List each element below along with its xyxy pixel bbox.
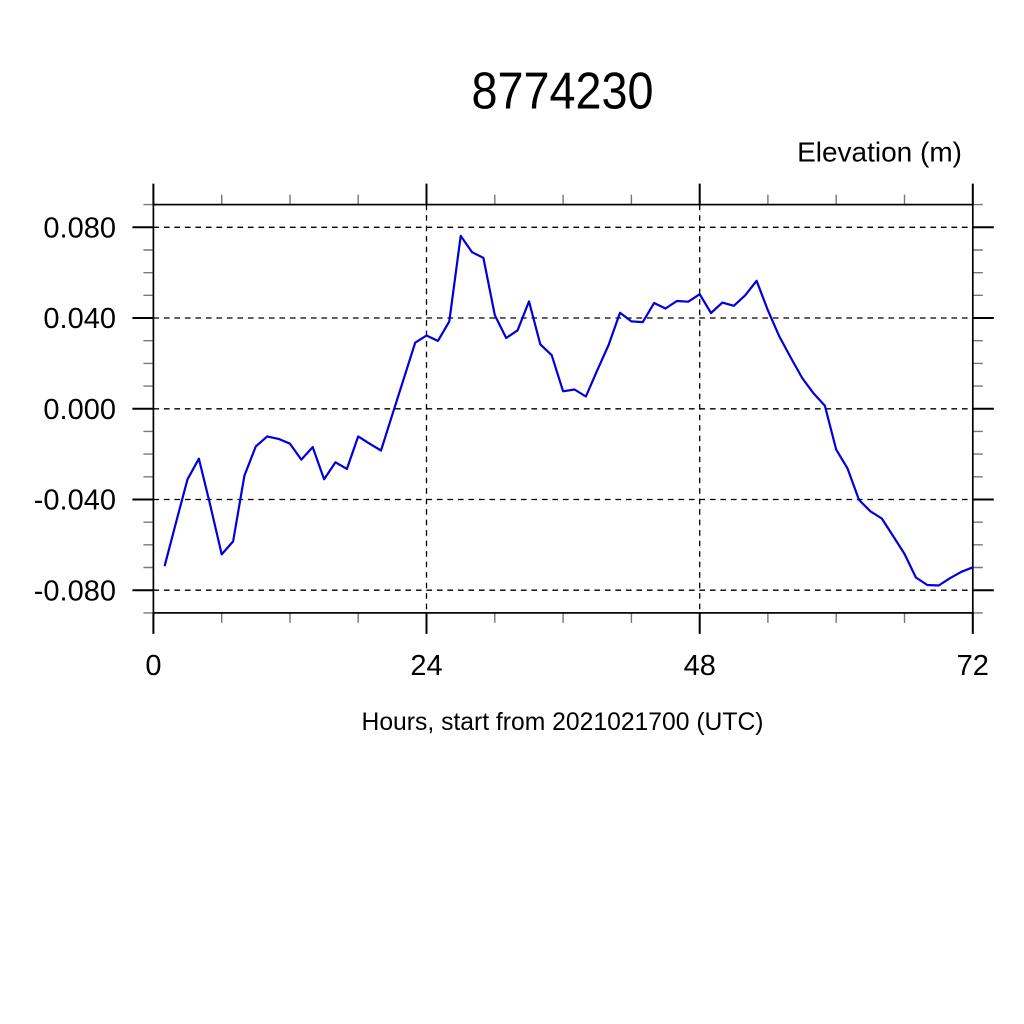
svg-text:8774230: 8774230 [472,63,654,121]
svg-text:0: 0 [145,650,161,682]
svg-text:-0.080: -0.080 [34,575,116,607]
svg-text:Elevation (m): Elevation (m) [797,136,962,167]
svg-text:24: 24 [410,650,442,682]
svg-text:0.080: 0.080 [43,212,116,244]
svg-text:-0.040: -0.040 [34,485,116,517]
svg-text:0.000: 0.000 [43,394,116,426]
svg-text:0.040: 0.040 [43,303,116,335]
svg-text:48: 48 [684,650,716,682]
svg-text:72: 72 [957,650,989,682]
svg-text:Hours, start from 2021021700 (: Hours, start from 2021021700 (UTC) [362,708,764,736]
